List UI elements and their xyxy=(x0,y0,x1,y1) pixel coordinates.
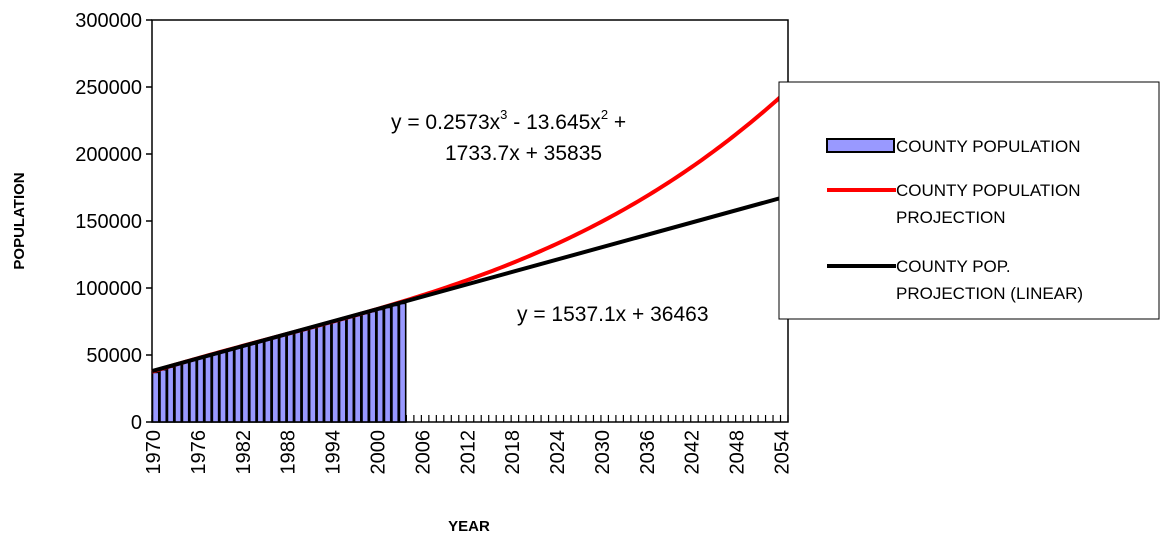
legend-entry-linear-line2: PROJECTION (LINEAR) xyxy=(896,284,1083,303)
population-bar xyxy=(286,332,295,423)
x-tick-label: 1994 xyxy=(323,430,345,475)
population-bar xyxy=(398,302,407,423)
x-tick-label: 1976 xyxy=(188,430,210,475)
y-axis: 0 50000 100000 150000 200000 250000 300000 xyxy=(75,10,152,434)
x-tick-label: 2012 xyxy=(457,430,479,475)
y-tick-label: 250000 xyxy=(75,77,142,99)
x-tick-label: 2048 xyxy=(727,430,749,475)
bar-series xyxy=(151,302,407,423)
cubic-eq-exp1: 3 xyxy=(500,107,507,122)
x-tick-label: 1988 xyxy=(278,430,300,475)
population-bar xyxy=(151,371,160,423)
cubic-equation-line1: y = 0.2573x3 - 13.645x2 + xyxy=(391,107,626,134)
y-tick-label: 50000 xyxy=(86,345,142,367)
cubic-eq-exp2: 2 xyxy=(601,107,608,122)
population-bar xyxy=(301,328,310,423)
population-bar xyxy=(361,312,370,423)
legend: COUNTY POPULATION COUNTY POPULATION PROJ… xyxy=(778,81,1160,320)
x-tick-label: 2018 xyxy=(502,430,524,475)
population-bar xyxy=(226,348,235,423)
linear-projection-line xyxy=(151,194,789,374)
population-bar xyxy=(174,363,183,423)
population-bar xyxy=(234,346,242,423)
x-tick-label: 2030 xyxy=(592,430,614,475)
cubic-eq-part3: + xyxy=(608,111,626,134)
legend-bar-swatch xyxy=(826,138,895,153)
population-bar xyxy=(383,306,392,423)
cubic-eq-part1: y = 0.2573x xyxy=(391,111,501,134)
x-tick-label: 2000 xyxy=(367,430,389,475)
population-bar xyxy=(293,330,302,423)
y-tick-label: 150000 xyxy=(75,211,142,233)
x-tick-label: 2042 xyxy=(682,430,704,475)
legend-entry-projection-line1: COUNTY POPULATION xyxy=(896,181,1081,200)
x-tick-label: 2024 xyxy=(547,430,569,475)
y-tick-label: 200000 xyxy=(75,144,142,166)
population-bar xyxy=(331,320,340,423)
population-bar xyxy=(181,361,190,423)
x-tick-label: 1970 xyxy=(143,430,165,475)
x-tick-label: 2054 xyxy=(772,430,794,475)
population-bar xyxy=(353,314,362,423)
population-bar xyxy=(271,336,280,423)
legend-entry-linear-line1: COUNTY POP. xyxy=(896,257,1011,276)
population-bar xyxy=(391,304,400,423)
cubic-equation-line2: 1733.7x + 35835 xyxy=(445,142,602,165)
legend-entry-population: COUNTY POPULATION xyxy=(896,137,1081,156)
y-axis-title: POPULATION xyxy=(11,172,28,269)
population-bar xyxy=(166,366,175,423)
legend-entry-projection-line2: PROJECTION xyxy=(896,208,1006,227)
x-tick-label: 2006 xyxy=(412,430,434,475)
x-tick-label: 2036 xyxy=(637,430,659,475)
population-bar xyxy=(204,355,212,423)
population-bar xyxy=(278,334,287,423)
population-bar xyxy=(323,322,332,423)
population-bar xyxy=(241,344,250,423)
legend-box xyxy=(778,81,1160,320)
population-bar xyxy=(189,359,197,423)
population-bar xyxy=(211,353,220,423)
y-tick-label: 0 xyxy=(131,412,142,434)
x-axis-ticks xyxy=(151,415,789,422)
population-bar xyxy=(376,308,385,423)
population-bar xyxy=(308,326,317,423)
y-tick-label: 100000 xyxy=(75,278,142,300)
y-tick-label: 300000 xyxy=(75,10,142,32)
population-bar xyxy=(338,318,347,423)
population-bar xyxy=(219,351,227,423)
population-bar xyxy=(256,340,265,423)
population-bar xyxy=(159,368,168,423)
x-tick-label: 1982 xyxy=(233,430,255,475)
plot-area xyxy=(151,19,790,423)
linear-equation: y = 1537.1x + 36463 xyxy=(517,303,709,326)
population-bar xyxy=(263,338,272,423)
population-bar xyxy=(248,342,257,423)
x-axis: 1970 1976 1982 1988 1994 2000 2006 2012 2018 2024… xyxy=(143,430,794,475)
population-bar xyxy=(346,316,355,423)
population-bar xyxy=(316,324,325,423)
cubic-eq-part2: - 13.645x xyxy=(507,111,601,134)
population-bar xyxy=(368,310,377,423)
x-axis-title: YEAR xyxy=(448,518,490,535)
population-bar xyxy=(196,357,205,423)
